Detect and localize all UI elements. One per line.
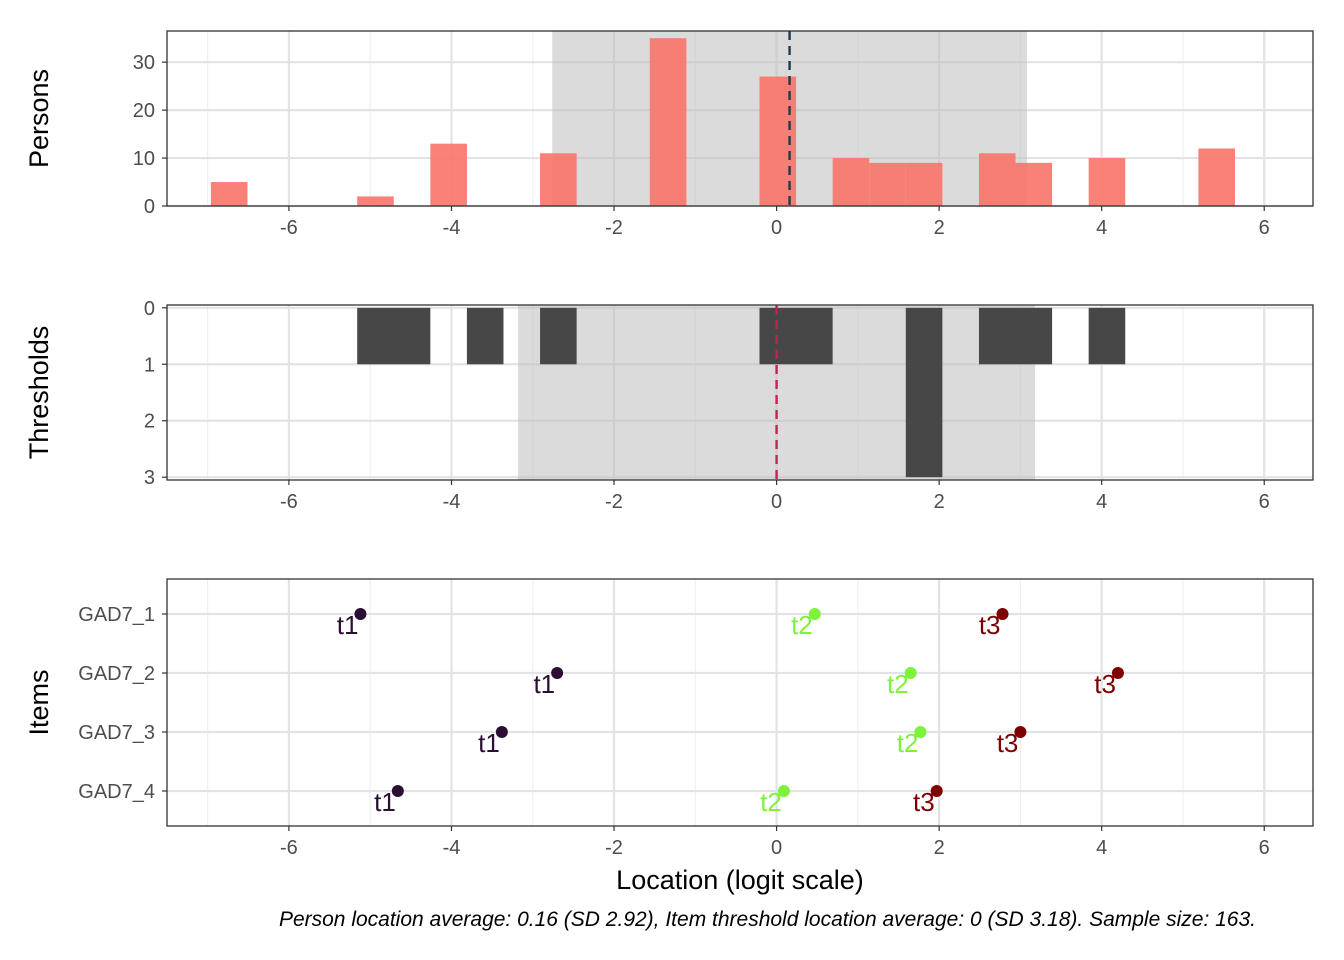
y-tick-label: GAD7_1 (78, 604, 155, 626)
y-tick-label: GAD7_4 (78, 781, 155, 803)
x-tick-label: -4 (443, 217, 461, 239)
y-tick-label: 10 (133, 148, 155, 170)
threshold-label: t2 (760, 787, 782, 817)
x-tick-label: -6 (280, 217, 298, 239)
y-axis-title: Items (24, 669, 54, 735)
threshold-label: t2 (887, 669, 909, 699)
histogram-bar (905, 162, 943, 206)
thresholds-panel: 0 1 2 3 -6 -4 -2 0 2 4 6 Thresholds (24, 298, 1314, 513)
threshold-point (551, 667, 564, 679)
y-tick-label: GAD7_3 (78, 722, 155, 744)
x-tick-label: 0 (771, 837, 782, 859)
threshold-point (391, 785, 404, 797)
histogram-bar (1015, 162, 1053, 206)
panel-background (167, 579, 1313, 826)
y-tick-label: 20 (133, 100, 155, 122)
x-tick-label: 6 (1259, 491, 1270, 513)
x-tick-label: 6 (1259, 217, 1270, 239)
threshold-point (930, 785, 943, 797)
threshold-label: t3 (913, 787, 935, 817)
threshold-label: t1 (533, 669, 555, 699)
panel-border (166, 578, 1314, 827)
x-tick-label: 0 (771, 491, 782, 513)
persons-panel: 0 10 20 30 -6 -4 -2 0 2 4 6 Persons (24, 30, 1314, 239)
y-tick-label: 0 (144, 298, 155, 320)
threshold-label: t3 (997, 728, 1019, 758)
threshold-point (808, 608, 821, 620)
y-tick-label: 2 (144, 411, 155, 433)
x-tick-label: 2 (934, 491, 945, 513)
histogram-bar (466, 307, 504, 365)
x-tick-label: -6 (280, 837, 298, 859)
x-tick-label: -2 (605, 217, 623, 239)
y-tick-label: 30 (133, 52, 155, 74)
items-panel: t1 t2 t3 t1 t2 t3 t1 t2 t3 t1 t2 t3 GAD7_1 GAD7_2 GAD7… (24, 578, 1314, 859)
y-tick-label: 1 (144, 354, 155, 376)
threshold-point (354, 608, 367, 620)
threshold-point (1014, 726, 1027, 738)
x-tick-label: 0 (771, 217, 782, 239)
panel-border (166, 304, 1314, 481)
threshold-label: t1 (374, 787, 396, 817)
x-axis-title: Location (logit scale) (616, 865, 864, 895)
histogram-bar (978, 153, 1016, 206)
threshold-label: t2 (791, 610, 813, 640)
threshold-point (904, 667, 917, 679)
x-tick-label: -4 (443, 491, 461, 513)
histogram-bar (978, 307, 1053, 365)
x-tick-label: -4 (443, 837, 461, 859)
y-tick-label: 3 (144, 467, 155, 489)
caption: Person location average: 0.16 (SD 2.92),… (279, 908, 1256, 931)
x-tick-label: -6 (280, 491, 298, 513)
x-tick-label: -2 (605, 837, 623, 859)
histogram-bar (540, 153, 577, 206)
x-tick-label: 6 (1259, 837, 1270, 859)
histogram-bar (1088, 307, 1126, 365)
threshold-label: t1 (337, 610, 359, 640)
histogram-bar (1088, 158, 1126, 206)
y-axis-title: Thresholds (24, 326, 54, 460)
histogram-bar (540, 307, 577, 365)
histogram-bar (357, 196, 394, 206)
x-tick-label: 4 (1096, 491, 1107, 513)
x-tick-label: 2 (934, 217, 945, 239)
threshold-point (996, 608, 1009, 620)
x-tick-label: 4 (1096, 837, 1107, 859)
threshold-label: t1 (478, 728, 500, 758)
y-axis-title: Persons (24, 69, 54, 168)
x-tick-label: -2 (605, 491, 623, 513)
threshold-point (777, 785, 790, 797)
panel-border (166, 30, 1314, 207)
threshold-label: t2 (897, 728, 919, 758)
histogram-bar (357, 307, 431, 365)
x-tick-label: 2 (934, 837, 945, 859)
y-tick-label: GAD7_2 (78, 663, 155, 685)
histogram-bar (905, 307, 943, 478)
threshold-label: t3 (979, 610, 1001, 640)
y-tick-label: 0 (144, 196, 155, 218)
threshold-point (1111, 667, 1124, 679)
threshold-label: t3 (1094, 669, 1116, 699)
histogram-bar (832, 158, 870, 206)
histogram-bar (759, 307, 833, 365)
histogram-bar (430, 143, 467, 206)
x-tick-label: 4 (1096, 217, 1107, 239)
histogram-bar (210, 182, 248, 206)
threshold-point (495, 726, 508, 738)
histogram-bar (1198, 148, 1235, 206)
histogram-bar (869, 162, 906, 206)
threshold-point (914, 726, 927, 738)
histogram-bar (649, 38, 687, 207)
